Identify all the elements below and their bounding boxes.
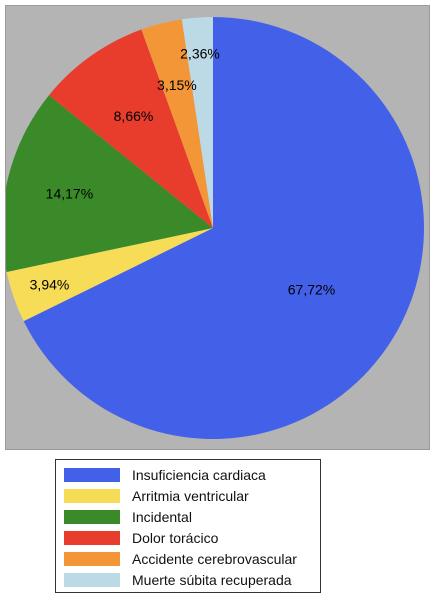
legend-item: Incidental [64, 506, 312, 527]
pie-slice-3 [6, 95, 213, 272]
legend-label: Arritmia ventricular [132, 487, 249, 504]
legend-swatch [64, 551, 120, 566]
legend-swatch [64, 572, 120, 587]
slice-value-label-4: 8,66% [114, 108, 154, 124]
legend-label: Incidental [132, 508, 192, 525]
legend-swatch [64, 488, 120, 503]
pie-chart: 67,72% 3,94% 14,17% 8,66%3,15% 2,36% [6, 17, 425, 439]
slice-value-label-2: 3,94% [30, 277, 70, 293]
legend-swatch [64, 467, 120, 482]
slice-value-label-1: 67,72% [288, 281, 335, 297]
slice-value-label-3: 14,17% [46, 186, 93, 202]
legend-swatch [64, 530, 120, 545]
slice-value-label-6: 2,36% [180, 45, 220, 61]
slice-value-label-5: 3,15% [157, 77, 197, 93]
pie-slice-5 [141, 19, 213, 228]
pie-slice-4 [48, 29, 213, 228]
legend-item: Accidente cerebrovascular [64, 548, 312, 569]
legend: Insuficiencia cardiaca Arritmia ventricul… [55, 459, 321, 593]
legend-label: Dolor torácico [132, 529, 219, 546]
pie-slice-2 [6, 228, 213, 322]
legend-item: Muerte súbita recuperada [64, 569, 312, 590]
legend-label: Insuficiencia cardiaca [132, 466, 266, 483]
legend-label: Muerte súbita recuperada [132, 571, 292, 588]
pie-slice-6 [181, 17, 213, 228]
legend-item: Arritmia ventricular [64, 485, 312, 506]
legend-item: Insuficiencia cardiaca [64, 464, 312, 485]
legend-item: Dolor torácico [64, 527, 312, 548]
legend-label: Accidente cerebrovascular [132, 550, 297, 567]
legend-swatch [64, 509, 120, 524]
pie-slice-1 [23, 17, 425, 439]
plot-area: 67,72% 3,94% 14,17% 8,66% 3,15% 2,36% [5, 5, 430, 450]
